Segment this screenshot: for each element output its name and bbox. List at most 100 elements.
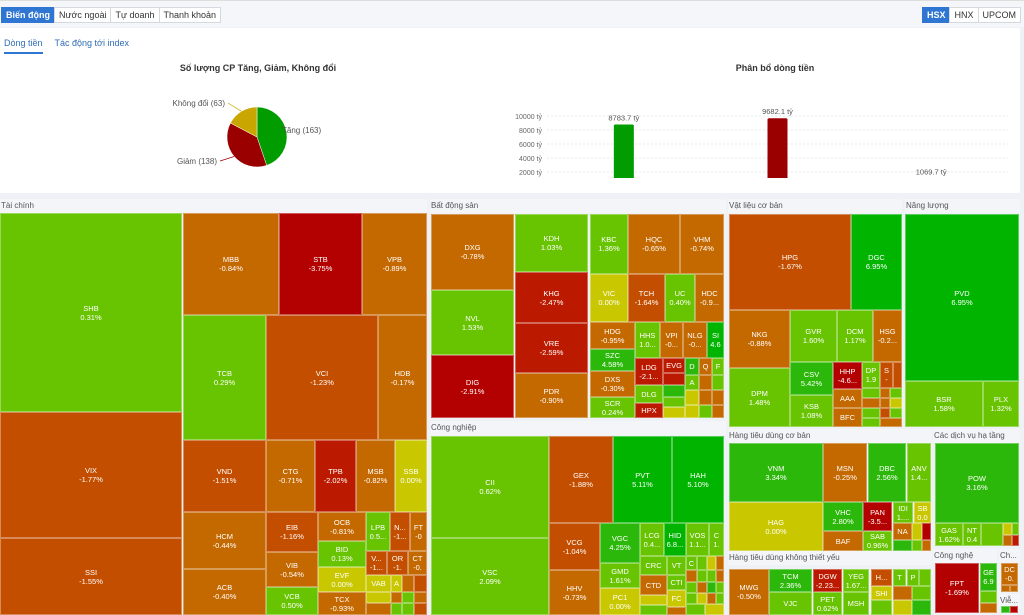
stock-tile-small[interactable]	[1001, 585, 1010, 592]
stock-tile-small[interactable]	[391, 592, 402, 603]
stock-tile-crc[interactable]: CRC	[640, 556, 667, 575]
stock-tile-hhs[interactable]: HHS 1.0...	[635, 322, 660, 358]
stock-tile-yeg[interactable]: YEG 1.67...	[843, 569, 869, 592]
stock-tile-small[interactable]	[707, 582, 716, 593]
stock-tile-small[interactable]	[414, 592, 427, 603]
stock-tile-small[interactable]	[402, 592, 414, 603]
stock-tile-small[interactable]	[705, 604, 724, 615]
stock-tile-small[interactable]	[922, 540, 931, 551]
stock-tile-a[interactable]: A	[685, 375, 699, 390]
stock-tile-shb[interactable]: SHB 0.31%	[0, 213, 182, 412]
stock-tile-hag[interactable]: HAG 0.00%	[729, 502, 823, 551]
stock-tile-small[interactable]	[640, 595, 667, 605]
stock-tile-pan[interactable]: PAN -3.5...	[863, 502, 892, 531]
tab-thanh-khoan[interactable]: Thanh khoản	[158, 7, 222, 23]
stock-tile-cii[interactable]: CII 0.62%	[431, 436, 549, 538]
stock-tile-nt[interactable]: NT 0.4	[963, 523, 981, 546]
stock-tile-small[interactable]	[697, 582, 707, 593]
stock-tile-vhc[interactable]: VHC 2.80%	[823, 502, 863, 531]
stock-tile-eib[interactable]: EIB -1.16%	[266, 512, 318, 552]
stock-tile-hpx[interactable]: HPX	[635, 403, 663, 418]
stock-tile-ge[interactable]: GE 6.9	[980, 563, 997, 591]
stock-tile-hid[interactable]: HID 6.8...	[664, 523, 686, 556]
stock-tile-dpm[interactable]: DPM 1.48%	[729, 368, 790, 427]
stock-tile-vpi[interactable]: VPI -0...	[660, 322, 683, 358]
stock-tile-small[interactable]	[686, 582, 697, 593]
stock-tile-small[interactable]	[716, 582, 724, 593]
stock-tile-lpb[interactable]: LPB 0.5...	[366, 512, 390, 551]
stock-tile-vic[interactable]: VIC 0.00%	[590, 274, 628, 322]
stock-tile-ctg[interactable]: CTG -0.71%	[266, 440, 315, 512]
stock-tile-small[interactable]	[980, 591, 997, 603]
stock-tile-vci[interactable]: VCI -1.23%	[266, 315, 378, 440]
stock-tile-p[interactable]: P	[907, 569, 919, 586]
stock-tile-small[interactable]	[890, 408, 902, 418]
stock-tile-dcm[interactable]: DCM 1.17%	[837, 310, 873, 362]
stock-tile-hdb[interactable]: HDB -0.17%	[378, 315, 427, 440]
stock-tile-msh[interactable]: MSH	[843, 592, 869, 615]
stock-tile-hah[interactable]: HAH 5.10%	[672, 436, 724, 523]
stock-tile-vnd[interactable]: VND -1.51%	[183, 440, 266, 512]
stock-tile-small[interactable]	[1003, 535, 1012, 546]
stock-tile-fpt[interactable]: FPT -1.69%	[935, 563, 979, 613]
stock-tile-small[interactable]	[667, 607, 686, 615]
stock-tile-small[interactable]	[391, 603, 402, 615]
stock-tile-gex[interactable]: GEX -1.88%	[549, 436, 613, 523]
stock-tile-small[interactable]	[1010, 606, 1018, 613]
stock-tile-small[interactable]	[697, 570, 707, 582]
stock-tile-csv[interactable]: CSV 5.42%	[790, 362, 833, 395]
stock-tile-mwg[interactable]: MWG -0.50%	[729, 569, 769, 615]
stock-tile-dxs[interactable]: DXS -0.30%	[590, 371, 635, 397]
stock-tile-sb[interactable]: SB 0.0	[914, 502, 931, 523]
exchange-hnx[interactable]: HNX	[949, 7, 979, 23]
stock-tile-sab[interactable]: SAB 0.96%	[863, 531, 892, 551]
stock-tile-small[interactable]	[402, 575, 414, 592]
stock-tile-gas[interactable]: GAS 1.62%	[935, 523, 963, 546]
tab-bien-dong[interactable]: Biến động	[1, 7, 55, 23]
stock-tile-pet[interactable]: PET 0.62%	[813, 592, 842, 615]
stock-tile-small[interactable]	[663, 385, 685, 397]
stock-tile-kbc[interactable]: KBC 1.36%	[590, 214, 628, 274]
stock-tile-si[interactable]: SI 4.6	[707, 322, 724, 358]
stock-tile-dbc[interactable]: DBC 2.56%	[868, 443, 906, 502]
stock-tile-pvd[interactable]: PVD 6.95%	[905, 214, 1019, 381]
stock-tile-vjc[interactable]: VJC	[769, 592, 812, 615]
stock-tile-small[interactable]	[663, 373, 685, 385]
stock-tile-small[interactable]	[1012, 535, 1019, 546]
stock-tile-small[interactable]	[922, 523, 931, 540]
stock-tile-small[interactable]	[663, 407, 685, 418]
stock-tile-ft[interactable]: FT -0	[410, 512, 427, 551]
stock-tile-small[interactable]	[912, 600, 931, 615]
stock-tile-small[interactable]	[712, 390, 724, 405]
stock-tile-mbb[interactable]: MBB -0.84%	[183, 213, 279, 315]
stock-tile-hcm[interactable]: HCM -0.44%	[183, 512, 266, 569]
stock-tile-hdc[interactable]: HDC -0.9...	[695, 274, 724, 322]
stock-tile-vhm[interactable]: VHM -0.74%	[680, 214, 724, 274]
stock-tile-small[interactable]	[1003, 523, 1012, 535]
stock-tile-hdg[interactable]: HDG -0.95%	[590, 322, 635, 349]
stock-tile-evf[interactable]: EVF 0.00%	[318, 567, 366, 592]
stock-tile-small[interactable]	[912, 586, 931, 600]
stock-tile-small[interactable]	[912, 540, 922, 551]
stock-tile-tch[interactable]: TCH -1.64%	[628, 274, 665, 322]
stock-tile-small[interactable]	[890, 388, 902, 398]
stock-tile-dgc[interactable]: DGC 6.95%	[851, 214, 902, 310]
stock-tile-dxg[interactable]: DXG -0.78%	[431, 214, 514, 290]
stock-tile-ocb[interactable]: OCB -0.81%	[318, 512, 366, 541]
stock-tile-small[interactable]	[414, 603, 427, 615]
stock-tile-msn[interactable]: MSN -0.25%	[823, 443, 867, 502]
stock-tile-small[interactable]	[893, 586, 912, 600]
exchange-upcom[interactable]: UPCOM	[977, 7, 1021, 23]
stock-tile-bfc[interactable]: BFC	[833, 408, 862, 427]
stock-tile-dig[interactable]: DIG -2.91%	[431, 355, 514, 418]
stock-tile-scr[interactable]: SCR 0.24%	[590, 397, 635, 418]
stock-tile-small[interactable]	[707, 556, 716, 570]
stock-tile-ctd[interactable]: CTD	[640, 575, 667, 595]
stock-tile-t[interactable]: T	[893, 569, 906, 586]
stock-tile-small[interactable]	[685, 405, 699, 418]
stock-tile-small[interactable]	[862, 418, 880, 427]
stock-tile-small[interactable]	[893, 362, 902, 388]
stock-tile-small[interactable]	[1012, 523, 1019, 535]
stock-tile-small[interactable]	[716, 556, 724, 570]
stock-tile-small[interactable]	[686, 593, 697, 604]
